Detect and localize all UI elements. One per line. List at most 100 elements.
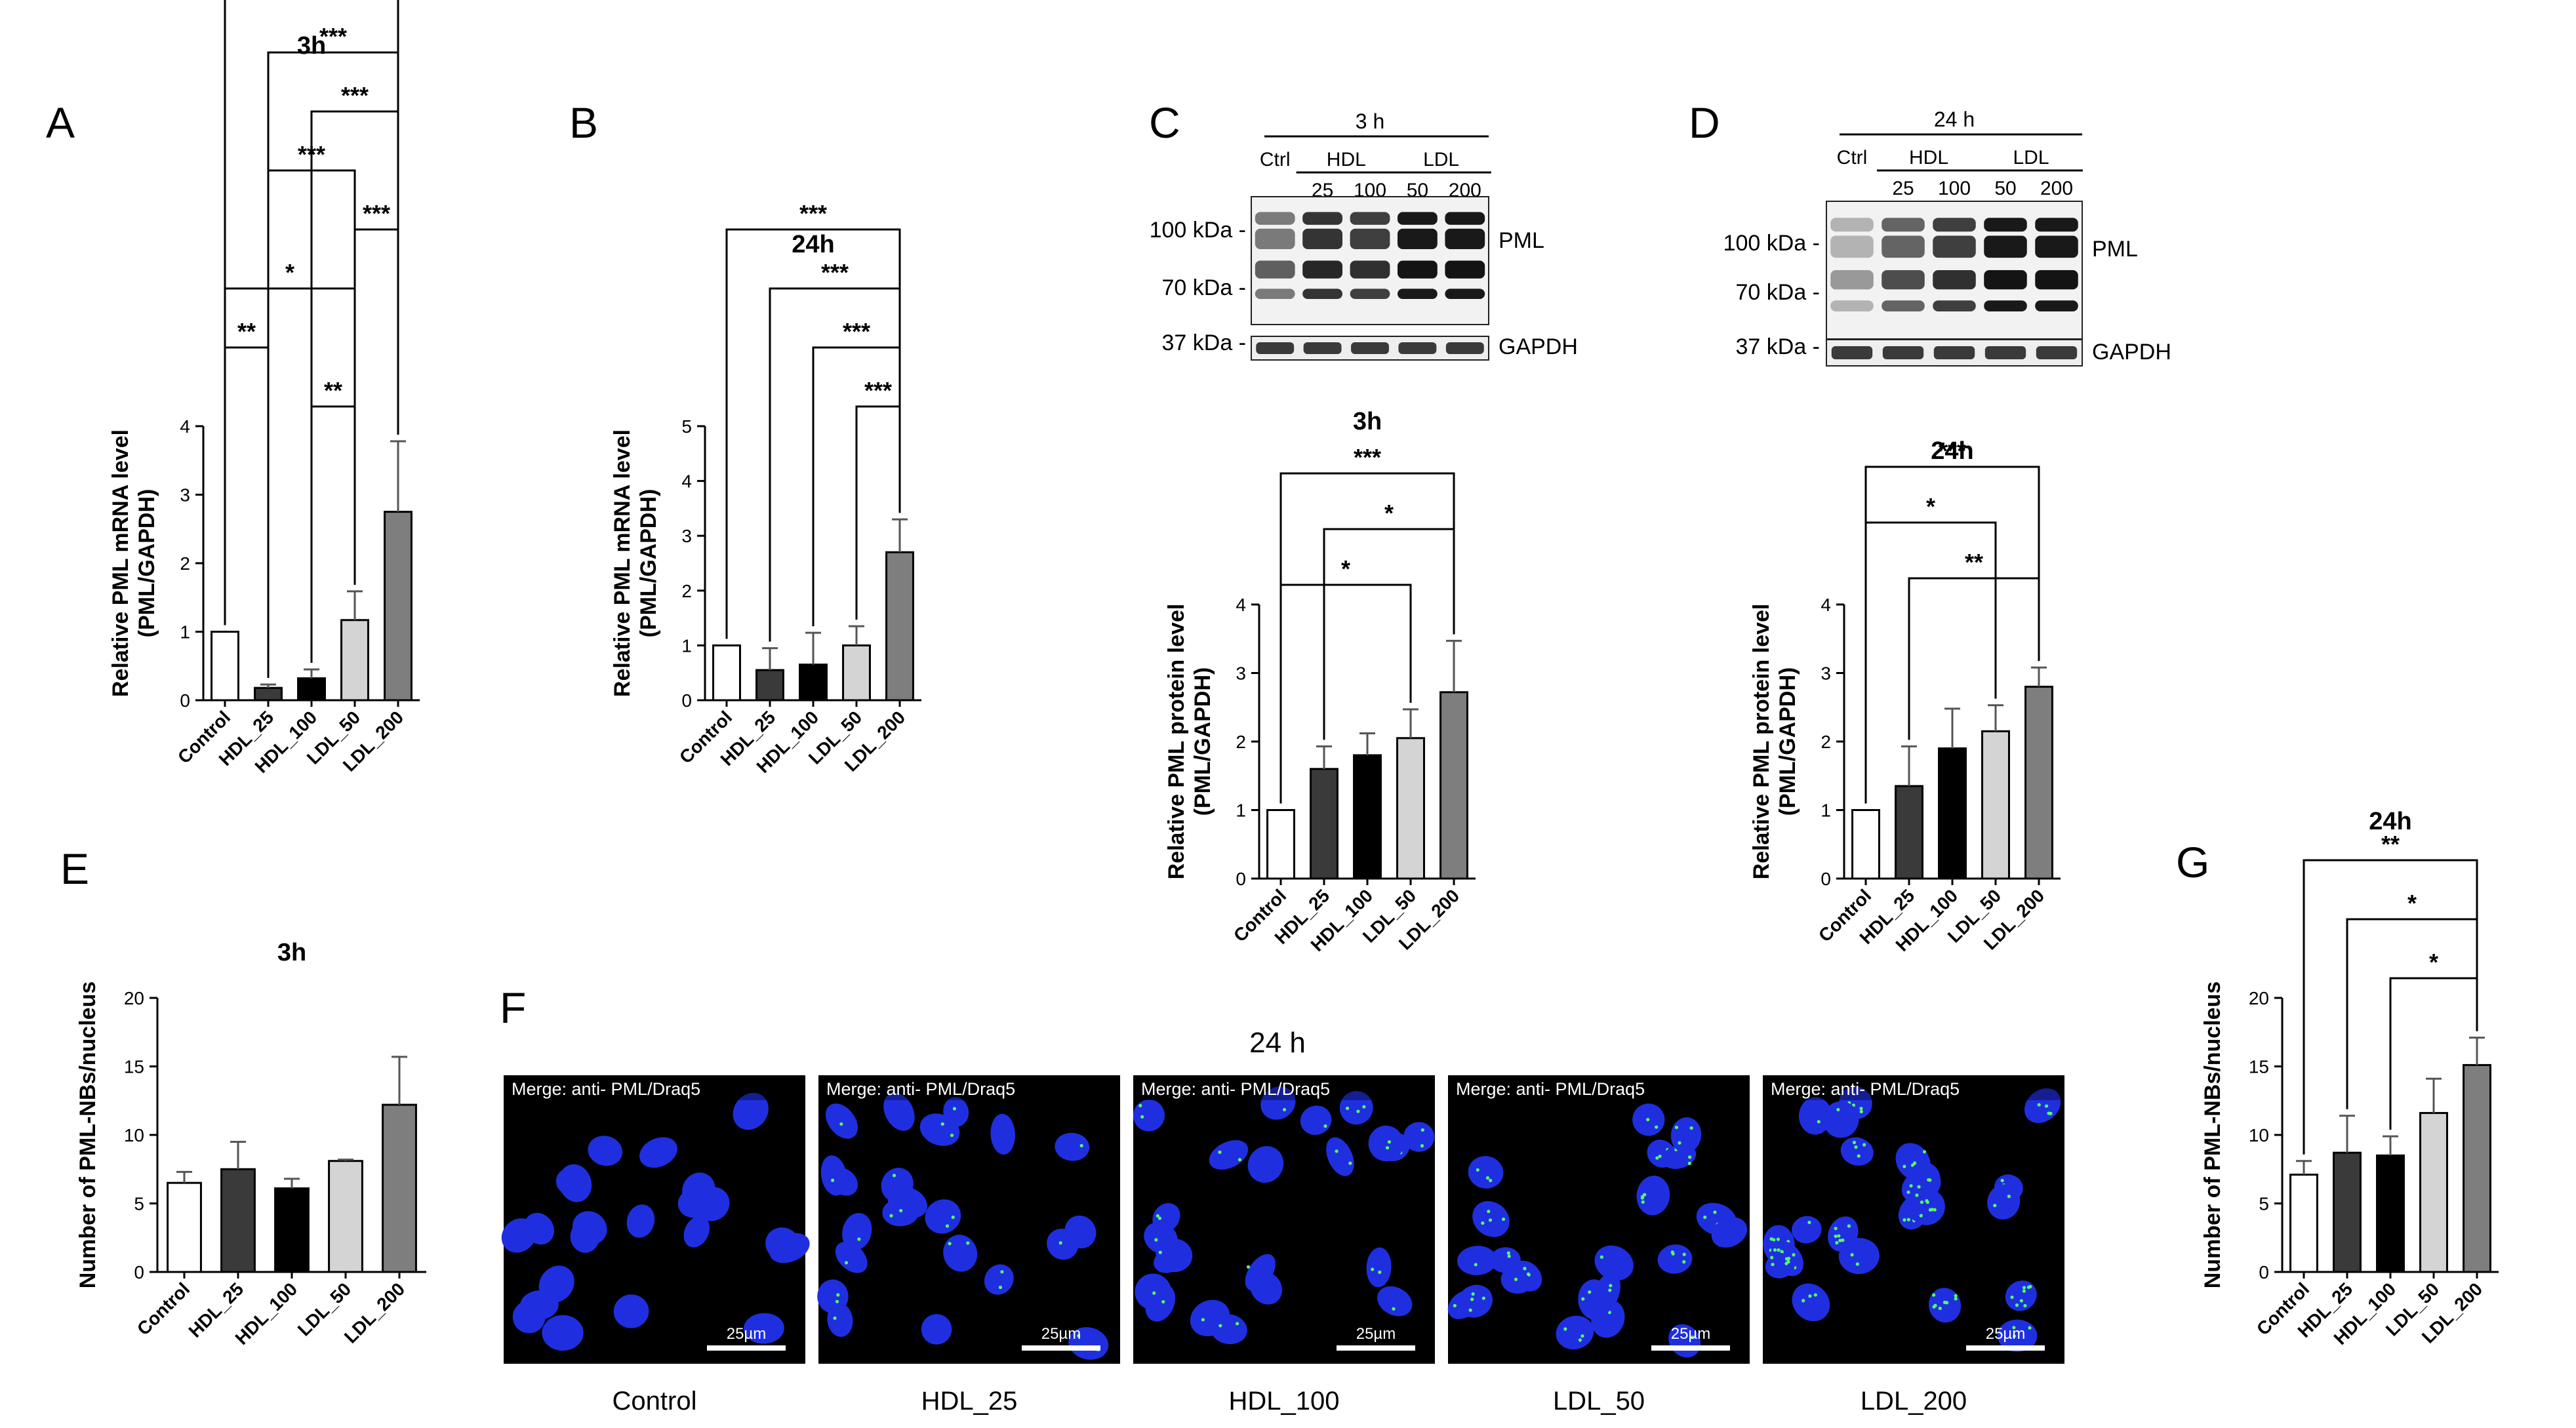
- bar-d-control: [1851, 809, 1880, 880]
- significance-bracket-a: [224, 0, 399, 625]
- blot-marker-label-c: 37 kDa -: [1162, 330, 1247, 355]
- bar-e-hdl-25: [220, 1168, 256, 1273]
- pml-body-dot: [1859, 1109, 1863, 1114]
- pml-body-dot: [1488, 1218, 1493, 1222]
- nucleus: [1928, 1288, 1962, 1323]
- pml-body-dot: [2022, 1286, 2026, 1290]
- significance-label-a: *: [285, 259, 294, 286]
- pml-band-d: [1933, 300, 1976, 311]
- pml-body-dot: [1489, 1178, 1493, 1183]
- bar-chart-e: 3h 0 5 10 15 20 Number of PML-NBs/nucleus Contr…: [75, 939, 426, 1349]
- nucleus: [1457, 1246, 1497, 1275]
- significance-bracket-a: [224, 346, 270, 678]
- nucleus: [1403, 1122, 1435, 1152]
- pml-body-dot: [1919, 1214, 1923, 1218]
- pml-body-dot: [836, 1293, 840, 1297]
- pml-body-dot: [1658, 1154, 1662, 1159]
- pml-body-dot: [1945, 1301, 1949, 1305]
- micrograph-overlay-text: Merge: anti- PML/Draq5: [512, 1079, 700, 1099]
- bar-b-hdl-25: [755, 669, 784, 702]
- pml-body-dot: [1156, 1214, 1159, 1218]
- y-tick-label-e: 20: [124, 988, 144, 1008]
- pml-body-dot: [2037, 1103, 2041, 1107]
- scale-bar-label: 25µm: [1986, 1325, 2026, 1343]
- nucleus: [1908, 1188, 1945, 1225]
- nucleus: [1154, 1247, 1186, 1273]
- nucleus: [1300, 1105, 1332, 1135]
- pml-band-c: [1255, 288, 1295, 299]
- pml-band-d: [1830, 270, 1874, 290]
- pml-body-dot: [1157, 1216, 1162, 1220]
- pml-body-dot: [1786, 1259, 1790, 1264]
- pml-body-dot: [1371, 1267, 1375, 1271]
- pml-body-dot: [1655, 1125, 1659, 1129]
- pml-band-d: [1882, 300, 1925, 311]
- pml-body-dot: [1246, 1265, 1251, 1269]
- blot-marker-label-d: 70 kDa -: [1736, 280, 1821, 305]
- gapdh-band-c: [1256, 342, 1295, 354]
- chart-title-d: 24h: [1931, 437, 1973, 465]
- pml-body-dot: [1954, 1294, 1958, 1298]
- nucleus: [1047, 1228, 1079, 1260]
- bar-a-ldl-200: [384, 511, 413, 702]
- nucleus: [825, 1103, 858, 1139]
- y-tick-label-e: 15: [124, 1057, 144, 1077]
- pml-body-dot: [1928, 1178, 1932, 1182]
- pml-body-dot: [1928, 1208, 1933, 1212]
- nucleus: [1468, 1156, 1504, 1189]
- pml-band-c: [1350, 288, 1390, 299]
- y-axis-label-c: Relative PML protein level(PML/GAPDH): [1164, 604, 1215, 880]
- micrograph-overlay-text: Merge: anti- PML/Draq5: [1771, 1079, 1960, 1099]
- gapdh-band-c: [1351, 342, 1389, 354]
- blot-dose-label-d: 200: [2040, 178, 2073, 199]
- overlay-strip: [818, 1075, 1120, 1100]
- panel-letter-g: G: [2176, 838, 2209, 886]
- pml-body-dot: [1854, 1145, 1858, 1149]
- pml-body-dot: [1600, 1255, 1603, 1259]
- significance-label-d: *: [1926, 493, 1935, 520]
- bar-c-ldl-200: [1439, 691, 1468, 880]
- blot-marker-label-d: 100 kDa -: [1723, 231, 1820, 256]
- pml-body-dot: [2028, 1284, 2032, 1288]
- nucleus: [919, 1113, 960, 1146]
- scale-bar: [1651, 1345, 1730, 1351]
- micrograph-hdl-100: Merge: anti- PML/Draq5 25µm HDL_100: [1133, 1075, 1435, 1416]
- pml-body-dot: [1817, 1120, 1821, 1124]
- pml-body-dot: [1703, 1216, 1707, 1220]
- scale-bar: [707, 1345, 786, 1351]
- bar-a-hdl-100: [297, 677, 326, 702]
- significance-label-b: ***: [821, 259, 849, 286]
- bar-c-ldl-50: [1396, 737, 1425, 880]
- pml-body-dot: [1345, 1106, 1350, 1111]
- pml-band-c: [1302, 228, 1343, 249]
- nucleus: [694, 1187, 730, 1221]
- nucleus: [1055, 1132, 1090, 1161]
- significance-label-d: **: [1965, 549, 1983, 576]
- pml-body-dot: [1792, 1253, 1796, 1257]
- nucleus: [1792, 1283, 1830, 1322]
- significance-bracket-g: [2346, 918, 2478, 1109]
- overlay-strip: [1763, 1075, 2064, 1100]
- pml-label-d: PML: [2092, 237, 2138, 262]
- pml-body-dot: [1770, 1256, 1774, 1259]
- pml-body-dot: [1526, 1272, 1531, 1276]
- gapdh-band-c: [1303, 342, 1342, 354]
- blot-dose-label-d: 25: [1892, 178, 1914, 199]
- panel-letter-d: D: [1689, 98, 1720, 147]
- pml-body-dot: [1154, 1238, 1158, 1242]
- bar-b-ldl-200: [885, 551, 914, 702]
- bar-d-hdl-100: [1938, 747, 1967, 880]
- pml-band-c: [1350, 212, 1390, 225]
- significance-label-g: *: [2407, 890, 2417, 917]
- chart-title-g: 24h: [2369, 808, 2411, 835]
- pml-body-dot: [1674, 1125, 1679, 1130]
- bar-d-ldl-200: [2024, 685, 2053, 880]
- nucleus: [1457, 1284, 1493, 1318]
- pml-body-dot: [1682, 1260, 1686, 1264]
- pml-band-d: [1933, 235, 1976, 258]
- significance-bracket-c: [1279, 472, 1455, 804]
- y-axis-label-line-b: Relative PML mRNA level: [610, 429, 635, 697]
- blot-ldl-label-c: LDL: [1423, 149, 1459, 170]
- pml-body-dot: [1917, 1185, 1921, 1189]
